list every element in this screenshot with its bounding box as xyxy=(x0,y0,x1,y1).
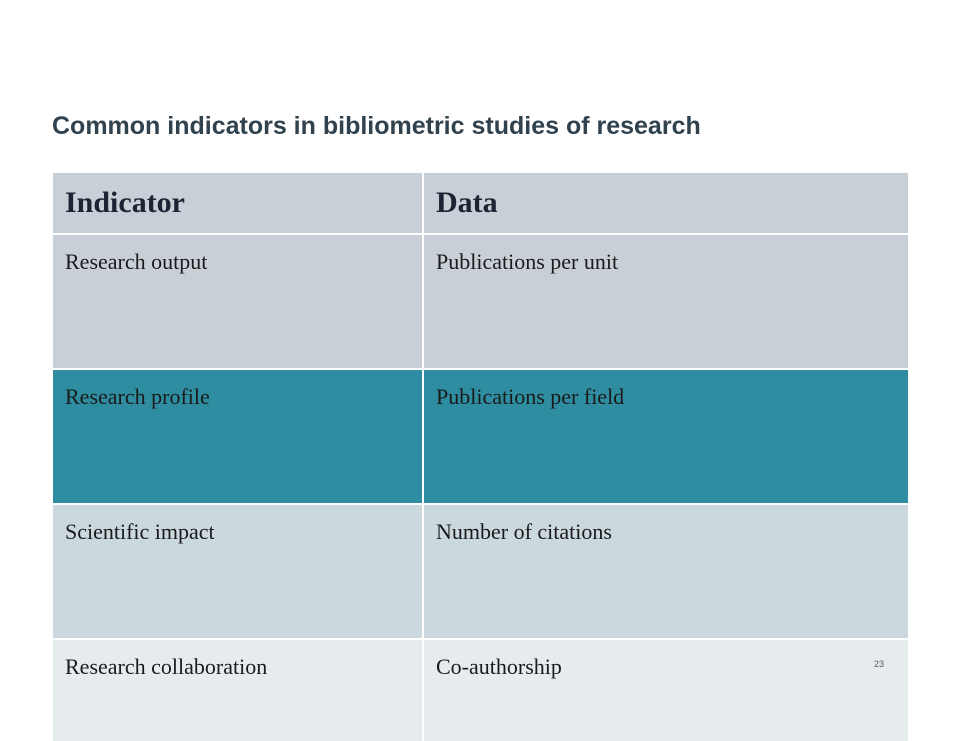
indicator-cell: Research collaboration xyxy=(53,638,424,741)
slide-title: Common indicators in bibliometric studie… xyxy=(52,112,701,140)
data-cell: Co-authorship xyxy=(422,638,908,741)
data-cell: Number of citations xyxy=(422,503,908,639)
indicator-cell: Research output xyxy=(53,233,424,369)
page-number: 23 xyxy=(874,659,885,669)
header-indicator: Indicator xyxy=(53,171,424,234)
table-row: Research output Publications per unit xyxy=(53,233,908,369)
table-header-row: Indicator Data xyxy=(53,171,908,234)
table-row: Research profile Publications per field xyxy=(53,368,908,504)
header-data: Data xyxy=(422,171,908,234)
data-cell: Publications per unit xyxy=(422,233,908,369)
table-row: Scientific impact Number of citations xyxy=(53,503,908,639)
indicator-cell: Scientific impact xyxy=(53,503,424,639)
data-cell: Publications per field xyxy=(422,368,908,504)
indicators-table: Indicator Data Research output Publicati… xyxy=(53,171,908,741)
indicator-cell: Research profile xyxy=(53,368,424,504)
table-row: Research collaboration Co-authorship xyxy=(53,638,908,741)
